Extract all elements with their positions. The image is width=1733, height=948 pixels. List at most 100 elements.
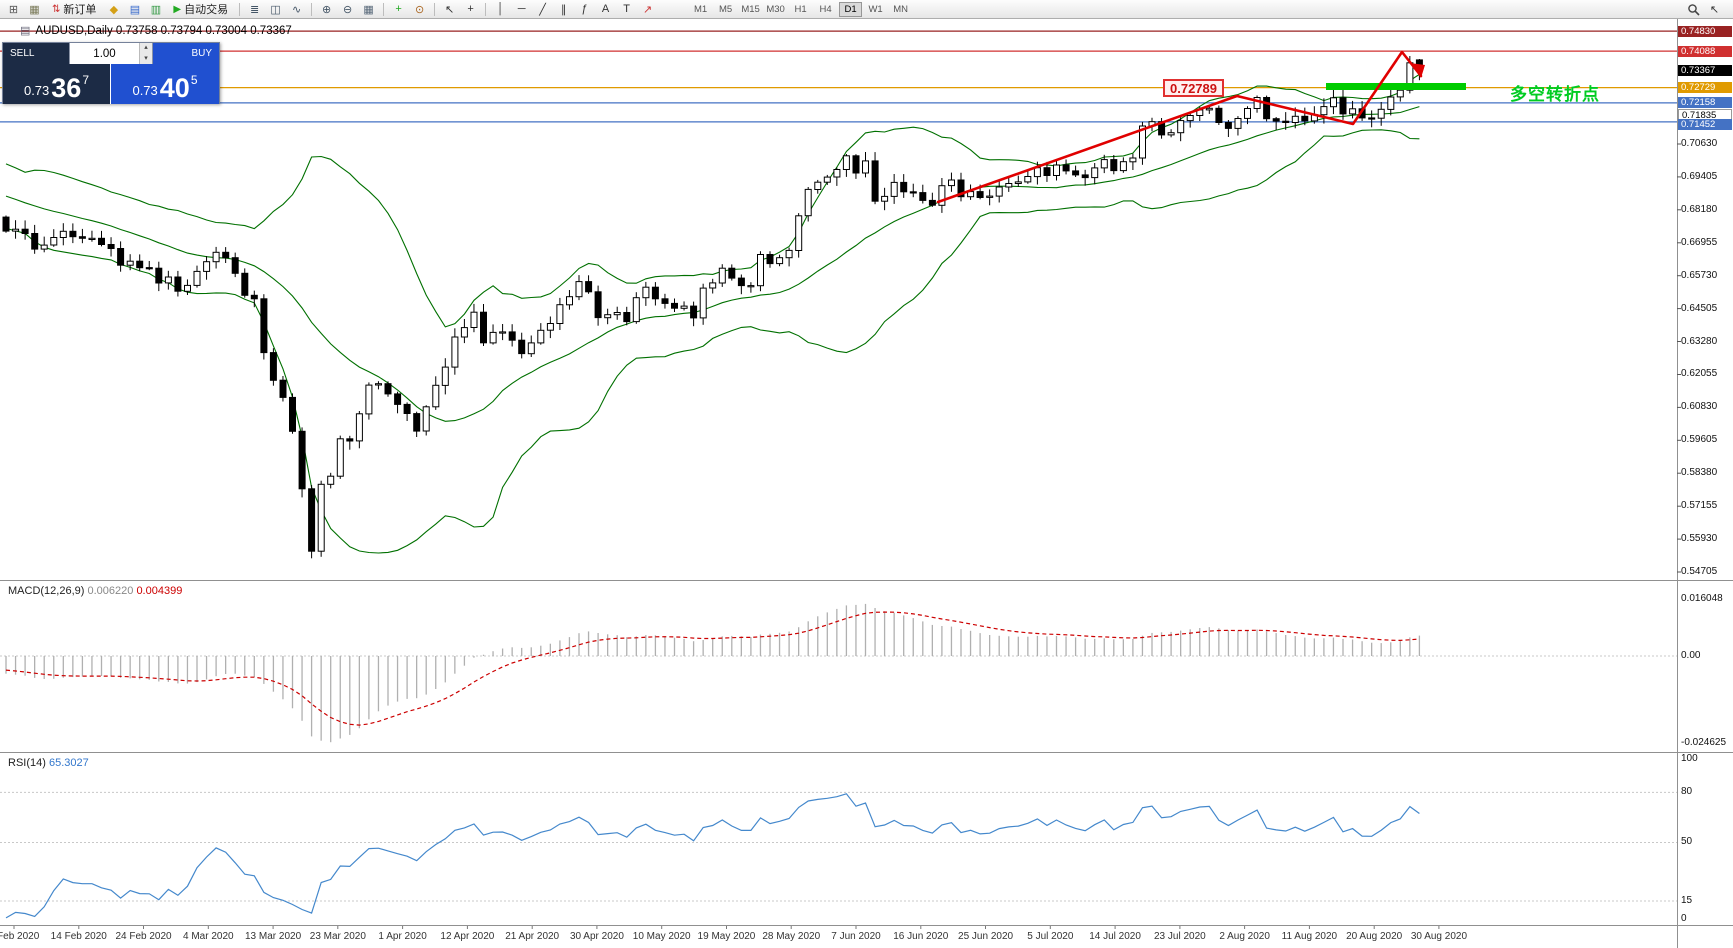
- sell-price-button[interactable]: 0.73 36 7: [3, 64, 111, 104]
- channel-icon[interactable]: ∥: [560, 3, 567, 16]
- timeframe-mn[interactable]: MN: [893, 3, 908, 15]
- timeframe-d1[interactable]: D1: [839, 1, 863, 17]
- toolbar-right: ↖: [1683, 1, 1725, 17]
- timeframe-w1[interactable]: W1: [868, 3, 883, 15]
- autotrade-button[interactable]: ▶ 自动交易: [168, 1, 233, 17]
- market-watch-icon[interactable]: ◆: [109, 3, 119, 16]
- price-scale-label: 0.58380: [1681, 467, 1718, 479]
- timeframe-m5[interactable]: M5: [718, 3, 733, 15]
- volume-input[interactable]: [70, 43, 139, 64]
- date-label: 7 Jun 2020: [831, 931, 881, 942]
- toolbar-separator: [383, 2, 385, 16]
- label-icon[interactable]: T: [623, 3, 630, 15]
- volume-field: ▴ ▾: [69, 43, 153, 64]
- date-label: 16 Jun 2020: [893, 931, 949, 942]
- macd-label: MACD(12,26,9) 0.006220 0.004399: [8, 585, 182, 597]
- macd-scale-label: 0.016048: [1681, 593, 1723, 604]
- date-label: 14 Feb 2020: [50, 931, 107, 942]
- zone-label: 多空转折点: [1510, 85, 1600, 104]
- trend-arrowhead: [1410, 63, 1425, 78]
- date-label: 21 Apr 2020: [505, 931, 560, 942]
- candlestick-chart-icon[interactable]: ◫: [270, 3, 281, 16]
- trendline-icon[interactable]: ╱: [539, 3, 546, 16]
- macd-main-value: 0.006220: [87, 585, 134, 597]
- timeframe-h1[interactable]: H1: [794, 3, 807, 15]
- toolbar-icons: ⊞ ▦ ⇅ 新订单 ◆ ▤ ▥ ▶ 自动交易 ≣ ◫ ∿ ⊕ ⊖ ▦ + ⊙ ↖ + │ ─ ╱ ∥ ƒ A T ↗: [3, 1, 658, 17]
- price-scale-label: 0.68180: [1681, 203, 1718, 215]
- navigator-icon[interactable]: ▥: [150, 3, 162, 16]
- price-scale-label: 0.57155: [1681, 500, 1718, 512]
- price-scale-label: 0.63280: [1681, 335, 1718, 347]
- price-tag-0.74830: 0.74830: [1678, 25, 1732, 37]
- macd-signal-value: 0.004399: [136, 585, 183, 597]
- arrow-tool-icon[interactable]: ↗: [642, 3, 653, 16]
- price-scale-label: 0.64505: [1681, 302, 1718, 314]
- rsi-scale-label: 100: [1681, 753, 1698, 764]
- candles: [2, 56, 1423, 559]
- timeframe-m15[interactable]: M15: [741, 3, 760, 15]
- price-scale-label: 0.60830: [1681, 401, 1718, 413]
- macd-name: MACD(12,26,9): [8, 585, 85, 597]
- chart-title: ▤ AUDUSD,Daily 0.73758 0.73794 0.73004 0.…: [20, 24, 292, 37]
- price-scale-label: 0.55930: [1681, 533, 1718, 545]
- sell-button[interactable]: SELL: [3, 43, 69, 64]
- zone-bar: [1326, 83, 1466, 90]
- buy-button-label: BUY: [191, 48, 212, 59]
- new-order-button[interactable]: ⇅ 新订单: [47, 1, 101, 17]
- toolbar: ⊞ ▦ ⇅ 新订单 ◆ ▤ ▥ ▶ 自动交易 ≣ ◫ ∿ ⊕ ⊖ ▦ + ⊙ ↖ + │ ─ ╱ ∥ ƒ A T ↗ M1 M5 M15…: [0, 0, 1733, 19]
- horizontal-line-icon[interactable]: ─: [517, 3, 526, 15]
- sell-price-prefix: 0.73: [23, 83, 50, 98]
- date-label: 30 Apr 2020: [569, 931, 624, 942]
- rsi-value: 65.3027: [48, 757, 89, 769]
- volume-spinner: ▴ ▾: [139, 43, 152, 64]
- new-order-button-icon: ⇅: [52, 3, 61, 15]
- date-label: 30 Aug 2020: [1410, 931, 1468, 942]
- date-label: 24 Feb 2020: [115, 931, 172, 942]
- sell-price-sup: 7: [82, 73, 90, 87]
- timeframe-h4[interactable]: H4: [819, 3, 832, 15]
- date-label: 5 Jul 2020: [1027, 931, 1074, 942]
- autotrade-button-label: 自动交易: [184, 4, 229, 16]
- macd-graphics: [0, 603, 1677, 743]
- data-window-icon[interactable]: ▤: [129, 3, 141, 16]
- timeframe-m1[interactable]: M1: [693, 3, 708, 15]
- line-chart-icon[interactable]: ∿: [291, 3, 302, 16]
- cycles-icon[interactable]: ⊙: [414, 3, 425, 16]
- date-label: 28 May 2020: [762, 931, 821, 942]
- crosshair-icon[interactable]: +: [467, 3, 474, 15]
- indicators-icon[interactable]: +: [395, 3, 402, 15]
- rsi-label: RSI(14) 65.3027: [8, 757, 89, 769]
- search-icon[interactable]: [1684, 1, 1703, 17]
- date-label: 19 May 2020: [697, 931, 756, 942]
- toolbar-separator: [311, 2, 313, 16]
- zoom-out-icon[interactable]: ⊖: [342, 3, 353, 16]
- pointer-icon[interactable]: ↖: [1709, 3, 1720, 16]
- date-label: 12 Apr 2020: [440, 931, 495, 942]
- profiles-icon[interactable]: ▦: [29, 3, 40, 16]
- buy-button[interactable]: BUY: [153, 43, 219, 64]
- toolbar-separator: [434, 2, 436, 16]
- volume-up-button[interactable]: ▴: [140, 43, 152, 54]
- autotrade-button-icon: ▶: [173, 3, 182, 15]
- new-chart-icon[interactable]: ⊞: [8, 3, 19, 16]
- buy-price-sup: 5: [190, 73, 198, 87]
- buy-price-button[interactable]: 0.73 40 5: [111, 64, 219, 104]
- tile-windows-icon[interactable]: ▦: [363, 3, 374, 16]
- price-tag-0.73367: 0.73367: [1678, 64, 1732, 76]
- timeframe-m30[interactable]: M30: [766, 3, 785, 15]
- macd-scale-label: -0.024625: [1681, 737, 1727, 748]
- bollinger-bands: [5, 73, 1420, 554]
- bar-chart-icon[interactable]: ≣: [249, 3, 260, 16]
- zoom-in-icon[interactable]: ⊕: [321, 3, 332, 16]
- vertical-line-icon[interactable]: │: [497, 3, 505, 15]
- cursor-icon[interactable]: ↖: [444, 3, 455, 16]
- fibonacci-icon[interactable]: ƒ: [581, 3, 588, 15]
- rsi-name: RSI(14): [8, 757, 46, 769]
- volume-down-button[interactable]: ▾: [140, 53, 152, 64]
- toolbar-separator: [239, 2, 241, 16]
- date-label: 1 Apr 2020: [378, 931, 427, 942]
- rsi-scale-label: 80: [1681, 786, 1693, 797]
- text-icon[interactable]: A: [601, 3, 610, 15]
- rsi-scale-label: 0: [1681, 913, 1687, 924]
